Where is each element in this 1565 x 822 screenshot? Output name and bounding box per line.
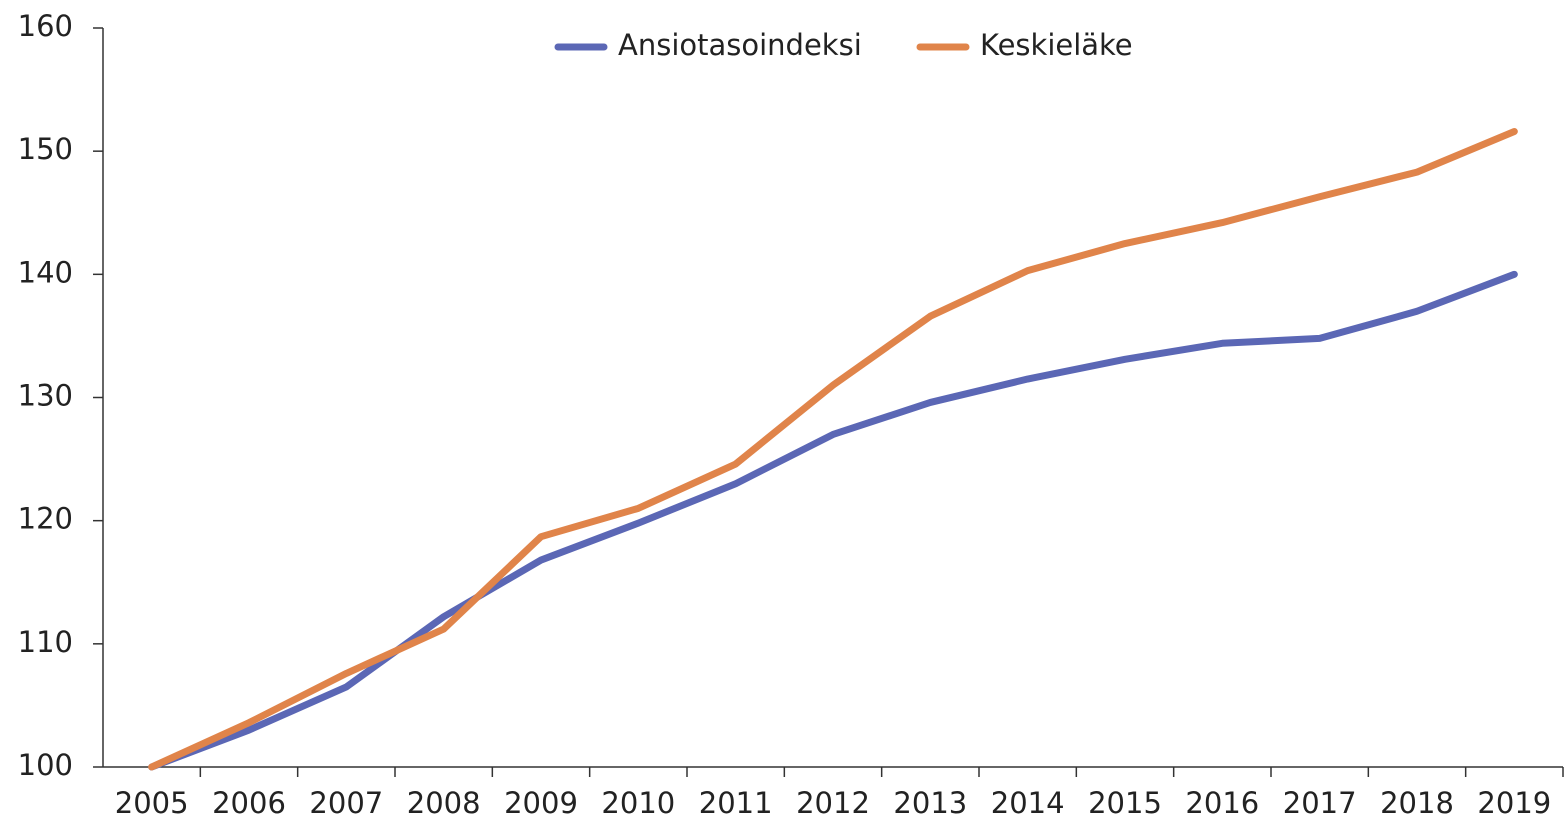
y-tick-label: 100	[18, 748, 73, 782]
x-tick-label: 2011	[699, 786, 773, 820]
legend-label: Ansiotasoindeksi	[618, 28, 862, 62]
x-tick-label: 2019	[1477, 786, 1551, 820]
y-tick-label: 150	[18, 132, 73, 166]
x-tick-label: 2014	[991, 786, 1065, 820]
y-tick-label: 160	[18, 9, 73, 43]
x-tick-label: 2006	[212, 786, 286, 820]
x-tick-label: 2017	[1283, 786, 1357, 820]
x-tick-label: 2016	[1185, 786, 1259, 820]
y-tick-label: 130	[18, 379, 73, 413]
x-tick-label: 2018	[1380, 786, 1454, 820]
y-tick-label: 120	[18, 502, 73, 536]
x-tick-label: 2010	[601, 786, 675, 820]
x-tick-label: 2008	[407, 786, 481, 820]
x-tick-label: 2005	[115, 786, 189, 820]
x-tick-label: 2012	[796, 786, 870, 820]
y-tick-label: 110	[18, 625, 73, 659]
legend-label: Keskieläke	[980, 28, 1133, 62]
y-tick-label: 140	[18, 255, 73, 289]
line-series	[148, 270, 1518, 771]
line-series	[148, 127, 1518, 771]
x-tick-label: 2009	[504, 786, 578, 820]
x-tick-label: 2007	[309, 786, 383, 820]
x-tick-label: 2013	[893, 786, 967, 820]
x-tick-label: 2015	[1088, 786, 1162, 820]
